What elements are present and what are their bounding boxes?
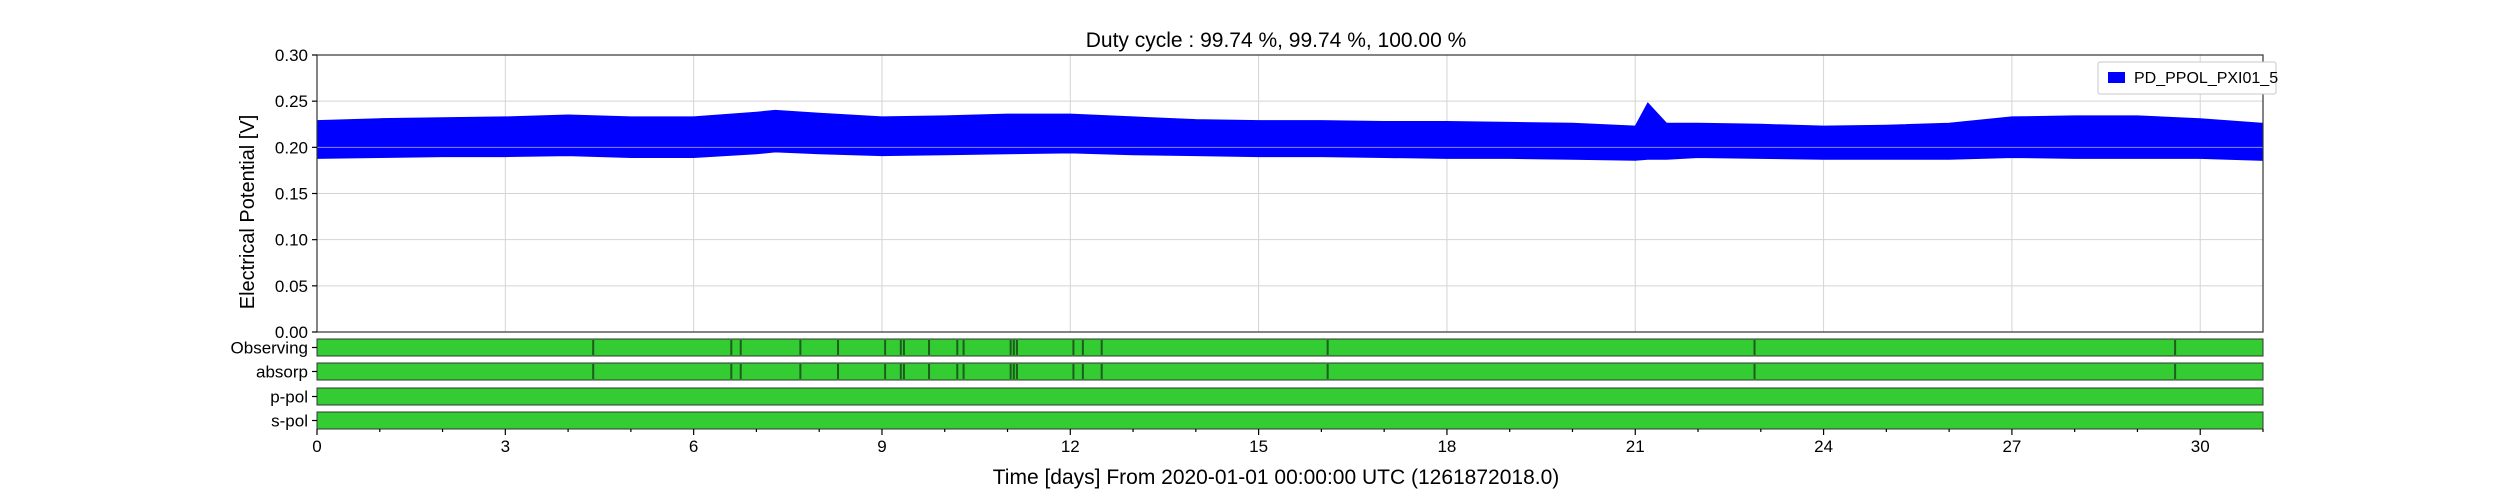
- segment-gap-mark: [730, 340, 733, 355]
- series-PD_PPOL_PXI01_5: [316, 102, 2264, 161]
- x-tick-label: 12: [1061, 437, 1080, 456]
- segment-gap-mark: [1326, 364, 1329, 379]
- segment-row-p-pol: p-pol: [270, 387, 2264, 407]
- y-axis-ticks: 0.00 0.05 0.10 0.15 0.20 0.25 0.30: [275, 46, 317, 342]
- segment-gap-mark: [956, 340, 959, 355]
- y-axis-label: Electrical Potential [V]: [237, 115, 259, 310]
- x-tick-label: 0: [312, 437, 321, 456]
- segment-gap-mark: [884, 340, 887, 355]
- x-tick-label: 18: [1437, 437, 1456, 456]
- segment-gap-mark: [837, 340, 840, 355]
- legend-swatch: [2108, 72, 2125, 83]
- legend: PD_PPOL_PXI01_5: [2097, 61, 2278, 95]
- segment-gap-mark: [1009, 364, 1012, 379]
- segment-gap-mark: [1753, 364, 1756, 379]
- segment-label: Observing: [231, 339, 308, 358]
- segment-gap-mark: [799, 340, 802, 355]
- segment-gap-mark: [962, 340, 965, 355]
- segment-gap-mark: [902, 364, 905, 379]
- segment-gap-mark: [1753, 340, 1756, 355]
- segment-gap-mark: [730, 364, 733, 379]
- segment-row-s-pol: s-pol: [271, 411, 2264, 431]
- x-axis-label: Time [days] From 2020-01-01 00:00:00 UTC…: [993, 466, 1560, 489]
- x-tick-label: 15: [1249, 437, 1268, 456]
- y-tick-label: 0.00: [275, 323, 308, 342]
- segment-gap-mark: [899, 364, 902, 379]
- segment-gap-mark: [1072, 340, 1075, 355]
- x-tick-label: 6: [689, 437, 698, 456]
- segment-gap-mark: [1015, 364, 1018, 379]
- segment-gap-mark: [1081, 364, 1084, 379]
- segment-row-absorp: absorp: [256, 362, 2264, 382]
- x-tick-label: 30: [2191, 437, 2210, 456]
- segment-label: s-pol: [271, 412, 308, 431]
- segment-label: absorp: [256, 363, 308, 382]
- x-axis-ticks: 0 3 6 9 12 15 18 21 24 27 30: [312, 429, 2264, 456]
- x-tick-label: 27: [2002, 437, 2021, 456]
- segment-rows: Observing absorp p-pol s-pol: [231, 338, 2264, 431]
- segment-gap-mark: [1072, 364, 1075, 379]
- segment-bar: [316, 362, 2264, 381]
- segment-gap-mark: [1015, 340, 1018, 355]
- segment-gap-mark: [1100, 340, 1103, 355]
- segment-bar: [316, 411, 2264, 430]
- segment-gap-mark: [1100, 364, 1103, 379]
- segment-gap-mark: [592, 364, 595, 379]
- y-tick-label: 0.10: [275, 231, 308, 250]
- segment-bar: [316, 387, 2264, 406]
- segment-gap-mark: [2174, 340, 2177, 355]
- segment-gap-mark: [2174, 364, 2177, 379]
- segment-gap-mark: [962, 364, 965, 379]
- segment-gap-mark: [956, 364, 959, 379]
- segment-gap-mark: [884, 364, 887, 379]
- segment-gap-mark: [1009, 340, 1012, 355]
- segment-gap-mark: [799, 364, 802, 379]
- legend-box: [2097, 61, 2277, 95]
- segment-gap-mark: [592, 340, 595, 355]
- x-tick-label: 21: [1626, 437, 1645, 456]
- segment-gap-mark: [899, 340, 902, 355]
- segment-gap-mark: [928, 340, 931, 355]
- segment-gap-mark: [837, 364, 840, 379]
- y-tick-label: 0.20: [275, 138, 308, 157]
- y-tick-label: 0.05: [275, 277, 308, 296]
- segment-gap-mark: [739, 364, 742, 379]
- segment-gap-mark: [1012, 340, 1015, 355]
- segment-bar: [316, 338, 2264, 357]
- y-tick-label: 0.15: [275, 185, 308, 204]
- segment-gap-mark: [902, 340, 905, 355]
- y-tick-label: 0.30: [275, 46, 308, 65]
- main-grid: [316, 54, 2263, 333]
- segment-gap-mark: [1012, 364, 1015, 379]
- segment-gap-mark: [1081, 340, 1084, 355]
- x-tick-label: 9: [877, 437, 886, 456]
- segment-gap-mark: [1326, 340, 1329, 355]
- x-tick-label: 3: [501, 437, 510, 456]
- segment-label: p-pol: [270, 388, 308, 407]
- segment-row-Observing: Observing: [231, 338, 2264, 358]
- series-band: [316, 102, 2264, 161]
- segment-gap-mark: [739, 340, 742, 355]
- y-tick-label: 0.25: [275, 92, 308, 111]
- segment-gap-mark: [928, 364, 931, 379]
- chart-title: Duty cycle : 99.74 %, 99.74 %, 100.00 %: [1086, 29, 1467, 52]
- legend-label: PD_PPOL_PXI01_5: [2134, 70, 2278, 87]
- x-tick-label: 24: [1814, 437, 1833, 456]
